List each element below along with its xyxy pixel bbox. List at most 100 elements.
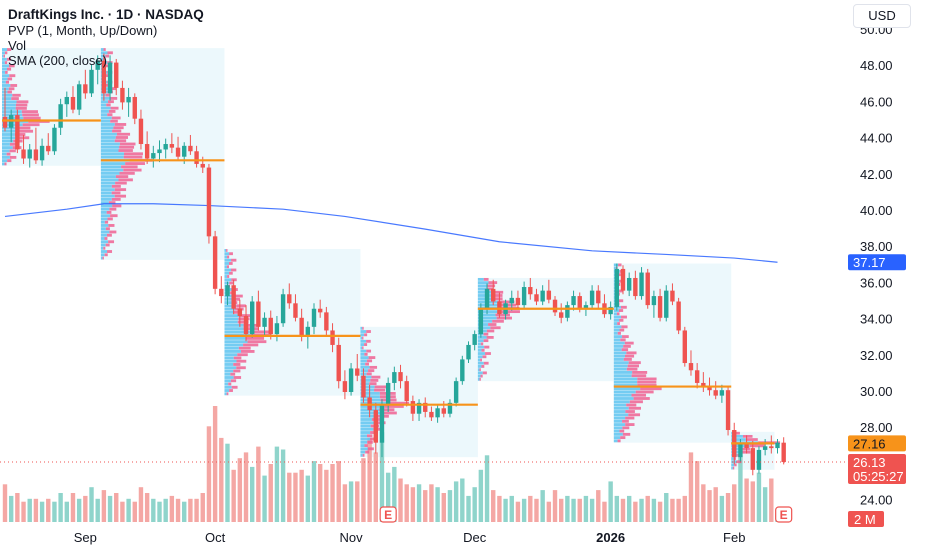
profile-row-up — [100, 129, 113, 133]
volume-bar — [101, 490, 107, 522]
profile-row-down — [114, 123, 127, 126]
volume-bar — [299, 469, 304, 522]
candle-body — [299, 317, 304, 336]
profile-row-down — [616, 312, 620, 316]
volume-bar — [151, 498, 156, 522]
profile-row-up — [613, 315, 622, 319]
profile-row-down — [364, 444, 368, 447]
profile-row-up — [613, 305, 621, 309]
volume-bar — [132, 501, 137, 522]
candle-body — [212, 236, 218, 289]
profile-row-up — [613, 266, 616, 270]
volume-bar — [484, 455, 490, 522]
profile-row-up — [224, 275, 228, 278]
volume-bar — [614, 495, 620, 522]
candle-body — [626, 277, 632, 291]
profile-row-up — [477, 368, 480, 372]
profile-row-up — [100, 136, 116, 139]
volume-bar — [268, 464, 273, 522]
volume-bar — [144, 493, 150, 522]
candle-body — [423, 402, 428, 412]
profile-row-up — [100, 188, 115, 192]
profile-row-down — [374, 385, 387, 389]
profile-row-up — [613, 322, 618, 325]
candle-body — [157, 149, 162, 154]
profile-row-up — [477, 339, 484, 343]
volume-bar — [725, 493, 731, 522]
volume-bar — [138, 487, 144, 522]
profile-row-down — [5, 80, 10, 84]
profile-row-down — [123, 168, 142, 172]
candle-body — [305, 326, 311, 336]
volume-bar — [70, 493, 76, 522]
indicator-sma[interactable]: SMA (200, close) — [8, 53, 107, 68]
profile-row-up — [360, 352, 365, 356]
candle-body — [76, 84, 82, 110]
indicator-vol[interactable]: Vol — [8, 38, 27, 53]
volume-bar — [163, 498, 168, 522]
volume-bar — [89, 487, 94, 522]
price-tick-label: 42.00 — [860, 167, 893, 182]
price-tick-label: 44.00 — [860, 131, 893, 146]
profile-row-down — [368, 369, 375, 373]
candle-body — [293, 303, 298, 318]
profile-row-down — [239, 314, 251, 318]
candle-body — [478, 308, 484, 335]
time-tick-label: Dec — [463, 530, 487, 545]
profile-row-down — [480, 342, 484, 346]
profile-row-up — [100, 181, 116, 185]
profile-row-up — [224, 262, 229, 265]
volume-bars — [2, 406, 780, 522]
profile-row-up — [2, 70, 6, 74]
profile-row-up — [100, 155, 124, 159]
profile-row-down — [369, 382, 377, 386]
price-tick-label: 34.00 — [860, 312, 893, 327]
profile-row-up — [224, 343, 244, 347]
profile-row-down — [106, 211, 112, 214]
candle-body — [596, 290, 601, 304]
price-tick-label: 48.00 — [860, 58, 893, 73]
candle-body — [379, 404, 385, 443]
profile-row-down — [107, 217, 113, 221]
candle-body — [577, 296, 582, 309]
profile-row-up — [2, 113, 23, 117]
candle-body — [200, 163, 205, 168]
volume-bar — [225, 443, 230, 522]
profile-row-up — [100, 110, 109, 113]
profile-row-up — [731, 466, 733, 470]
profile-row-down — [733, 457, 736, 460]
volume-bar — [200, 493, 205, 522]
profile-row-down — [367, 447, 374, 451]
profile-row-down — [112, 204, 122, 208]
candle-body — [2, 116, 8, 128]
volume-bar — [559, 498, 564, 522]
volume-bar — [398, 478, 403, 522]
volume-bar — [460, 478, 465, 522]
profile-row-down — [104, 220, 109, 224]
profile-row-down — [620, 436, 626, 440]
earnings-marker — [379, 506, 397, 523]
volume-bar — [336, 461, 341, 522]
candle-body — [633, 277, 638, 297]
volume-bar — [107, 495, 113, 522]
profile-row-down — [367, 440, 373, 444]
profile-row-up — [224, 320, 238, 324]
indicator-pvp[interactable]: PVP (1, Month, Up/Down) — [8, 23, 158, 38]
candle-body — [355, 368, 360, 376]
volume-bar — [175, 498, 181, 522]
volume-bar — [732, 484, 737, 522]
profile-row-up — [2, 136, 17, 140]
candle-body — [750, 448, 755, 470]
candle-body — [361, 375, 366, 398]
profile-row-up — [360, 450, 366, 454]
currency-button[interactable]: USD — [853, 4, 911, 28]
profile-row-up — [224, 385, 232, 389]
profile-row-up — [2, 106, 16, 110]
profile-row-down — [6, 152, 11, 156]
profile-row-down — [231, 258, 237, 262]
candle-body — [571, 296, 576, 306]
candle-body — [447, 402, 453, 414]
profile-row-down — [107, 113, 113, 117]
